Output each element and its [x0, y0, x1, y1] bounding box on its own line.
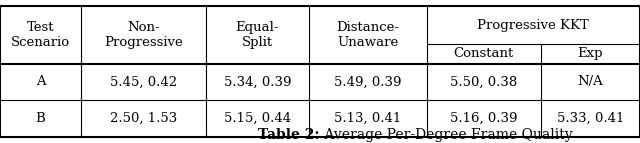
Text: 5.16, 0.39: 5.16, 0.39: [450, 112, 517, 125]
Text: Exp: Exp: [577, 47, 603, 60]
Text: 5.49, 0.39: 5.49, 0.39: [334, 75, 401, 88]
Text: 5.50, 0.38: 5.50, 0.38: [450, 75, 517, 88]
Text: 5.33, 0.41: 5.33, 0.41: [557, 112, 624, 125]
Text: B: B: [36, 112, 45, 125]
Text: Table 2:: Table 2:: [259, 128, 320, 142]
Text: Constant: Constant: [454, 47, 514, 60]
Text: Non-
Progressive: Non- Progressive: [104, 21, 183, 49]
Text: Distance-
Unaware: Distance- Unaware: [336, 21, 399, 49]
Text: 5.15, 0.44: 5.15, 0.44: [224, 112, 291, 125]
Text: 2.50, 1.53: 2.50, 1.53: [110, 112, 177, 125]
Text: 5.13, 0.41: 5.13, 0.41: [334, 112, 401, 125]
Text: Average Per-Degree Frame Quality: Average Per-Degree Frame Quality: [320, 128, 573, 142]
Text: Equal-
Split: Equal- Split: [236, 21, 279, 49]
Text: N/A: N/A: [577, 75, 604, 88]
Text: Test
Scenario: Test Scenario: [11, 21, 70, 49]
Text: 5.45, 0.42: 5.45, 0.42: [110, 75, 177, 88]
Text: A: A: [36, 75, 45, 88]
Text: 5.34, 0.39: 5.34, 0.39: [224, 75, 291, 88]
Text: Progressive KKT: Progressive KKT: [477, 19, 589, 31]
